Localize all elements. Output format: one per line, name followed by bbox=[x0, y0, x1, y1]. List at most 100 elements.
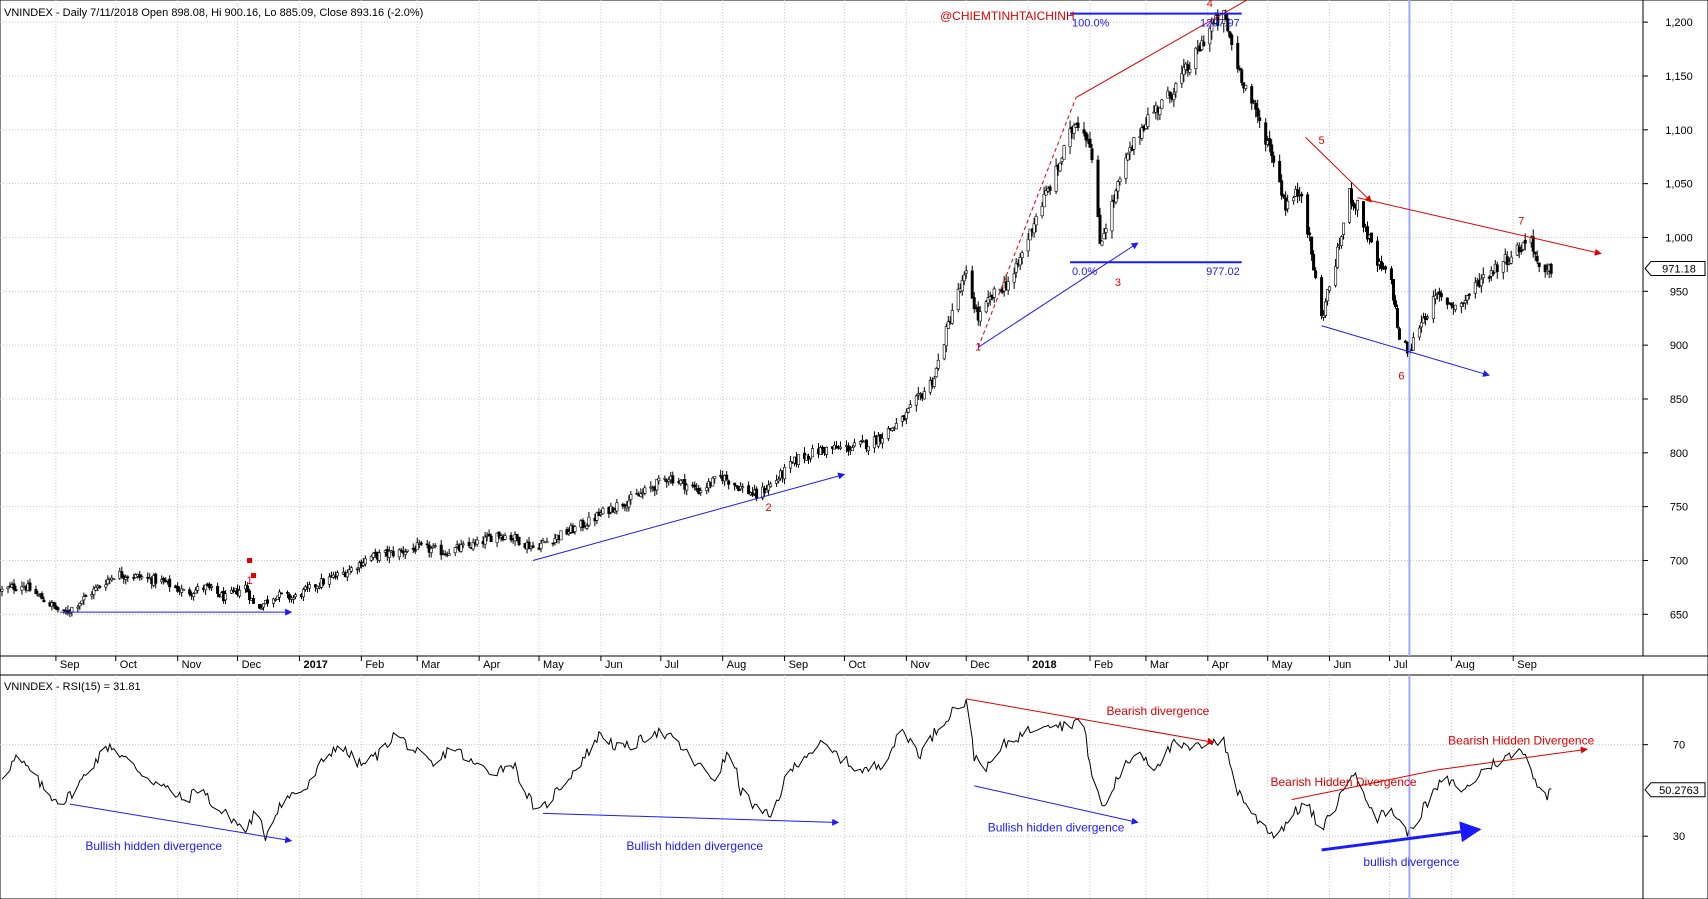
candle-body bbox=[1254, 102, 1258, 110]
rsi-trend-line bbox=[1321, 821, 1482, 852]
candle-body bbox=[1491, 271, 1495, 275]
candle-body bbox=[1519, 249, 1523, 253]
candle-body bbox=[1537, 262, 1541, 268]
wave-label: 6 bbox=[1398, 371, 1404, 383]
candle-body bbox=[1174, 83, 1178, 93]
candle-body bbox=[1226, 18, 1230, 32]
date-tick-label: Apr bbox=[483, 659, 500, 671]
rsi-y-tick-label: 30 bbox=[1673, 831, 1685, 843]
candle-body bbox=[176, 586, 180, 592]
candle-body bbox=[377, 552, 381, 561]
candle-body bbox=[1417, 327, 1421, 338]
candle-body bbox=[515, 534, 519, 539]
candle-body bbox=[285, 592, 289, 594]
candle-body bbox=[124, 577, 128, 580]
candle-body bbox=[252, 597, 256, 604]
candle-body bbox=[262, 603, 266, 608]
rsi-trend-line bbox=[1291, 769, 1438, 801]
candle-body bbox=[1278, 160, 1282, 183]
candle-body bbox=[1280, 180, 1284, 196]
candle-body bbox=[1062, 145, 1066, 160]
candle-body bbox=[942, 344, 946, 360]
candle-body bbox=[495, 532, 499, 543]
candle-body bbox=[1114, 190, 1118, 203]
candle-body bbox=[1356, 200, 1360, 211]
divergence-annotation: Bearish Hidden Divergence bbox=[1270, 775, 1416, 789]
date-tick-label: Aug bbox=[1455, 659, 1475, 671]
candle-body bbox=[391, 550, 395, 557]
candle-body bbox=[545, 541, 549, 544]
candle-body bbox=[755, 488, 759, 499]
candle-body bbox=[1244, 85, 1248, 89]
candle-body bbox=[14, 589, 18, 591]
candle-body bbox=[629, 494, 633, 500]
candle-body bbox=[611, 507, 615, 513]
candle-body bbox=[1312, 254, 1316, 271]
date-tick-label: Sep bbox=[60, 659, 80, 671]
candle-body bbox=[369, 556, 373, 561]
price-trend-line bbox=[1357, 197, 1602, 256]
candle-body bbox=[433, 545, 437, 547]
price-y-tick-label: 800 bbox=[1670, 448, 1688, 460]
candle-body bbox=[944, 326, 948, 347]
candle-body bbox=[1393, 300, 1397, 307]
price-panel[interactable] bbox=[0, 0, 1644, 657]
candle-body bbox=[1425, 316, 1429, 319]
candle-body bbox=[1116, 181, 1120, 192]
candle-body bbox=[1473, 282, 1477, 294]
candle-body bbox=[403, 551, 407, 555]
price-y-tick-label: 1,150 bbox=[1665, 71, 1693, 83]
candle-body bbox=[986, 297, 990, 304]
candle-body bbox=[301, 589, 305, 598]
price-y-tick-label: 1,100 bbox=[1665, 125, 1693, 137]
candle-body bbox=[1060, 158, 1064, 162]
candle-body bbox=[82, 596, 86, 601]
candle-body bbox=[327, 576, 331, 585]
candle-body bbox=[291, 597, 295, 600]
candle-body bbox=[1014, 262, 1018, 273]
candle-body bbox=[138, 574, 142, 578]
rsi-header: VNINDEX - RSI(15) = 31.81 bbox=[4, 681, 141, 693]
candle-body bbox=[950, 310, 954, 324]
candle-body bbox=[1397, 328, 1401, 340]
candle-body bbox=[932, 378, 936, 387]
candle-body bbox=[934, 368, 938, 378]
candle-body bbox=[471, 542, 475, 550]
date-tick-label: Mar bbox=[421, 659, 440, 671]
wave-label: 1 bbox=[975, 342, 981, 354]
candle-body bbox=[1433, 295, 1437, 300]
candle-body bbox=[104, 584, 108, 588]
candle-body bbox=[978, 311, 982, 322]
candle-body bbox=[168, 578, 172, 588]
candle-body bbox=[1286, 200, 1290, 210]
candle-body bbox=[1264, 122, 1268, 145]
candle-body bbox=[1186, 64, 1190, 71]
rsi-panel[interactable] bbox=[0, 674, 1644, 899]
candle-body bbox=[1054, 165, 1058, 192]
wave-label: 5 bbox=[1319, 135, 1325, 147]
date-tick-label: Mar bbox=[1150, 659, 1169, 671]
candle-body bbox=[866, 446, 870, 451]
date-tick-label: Aug bbox=[727, 659, 747, 671]
candle-body bbox=[1194, 47, 1198, 69]
candle-body bbox=[1421, 317, 1425, 324]
candle-body bbox=[1437, 291, 1441, 295]
candle-body bbox=[922, 391, 926, 400]
candle-body bbox=[1096, 159, 1100, 218]
candle-body bbox=[527, 541, 531, 549]
candle-body bbox=[908, 404, 912, 408]
candle-body bbox=[811, 448, 815, 458]
candle-body bbox=[1158, 107, 1162, 116]
divergence-annotation: bullish divergence bbox=[1363, 855, 1459, 869]
candle-body bbox=[1310, 236, 1314, 255]
candle-body bbox=[1543, 264, 1547, 273]
candle-body bbox=[140, 576, 144, 579]
candle-body bbox=[635, 493, 639, 495]
candle-body bbox=[1058, 162, 1062, 172]
candle-body bbox=[1300, 194, 1304, 197]
candle-body bbox=[1505, 256, 1509, 265]
candle-body bbox=[581, 520, 585, 528]
date-tick-label: Feb bbox=[1094, 659, 1113, 671]
fib-level-label: 100.0% bbox=[1072, 18, 1110, 30]
date-tick-label: Oct bbox=[120, 659, 137, 671]
